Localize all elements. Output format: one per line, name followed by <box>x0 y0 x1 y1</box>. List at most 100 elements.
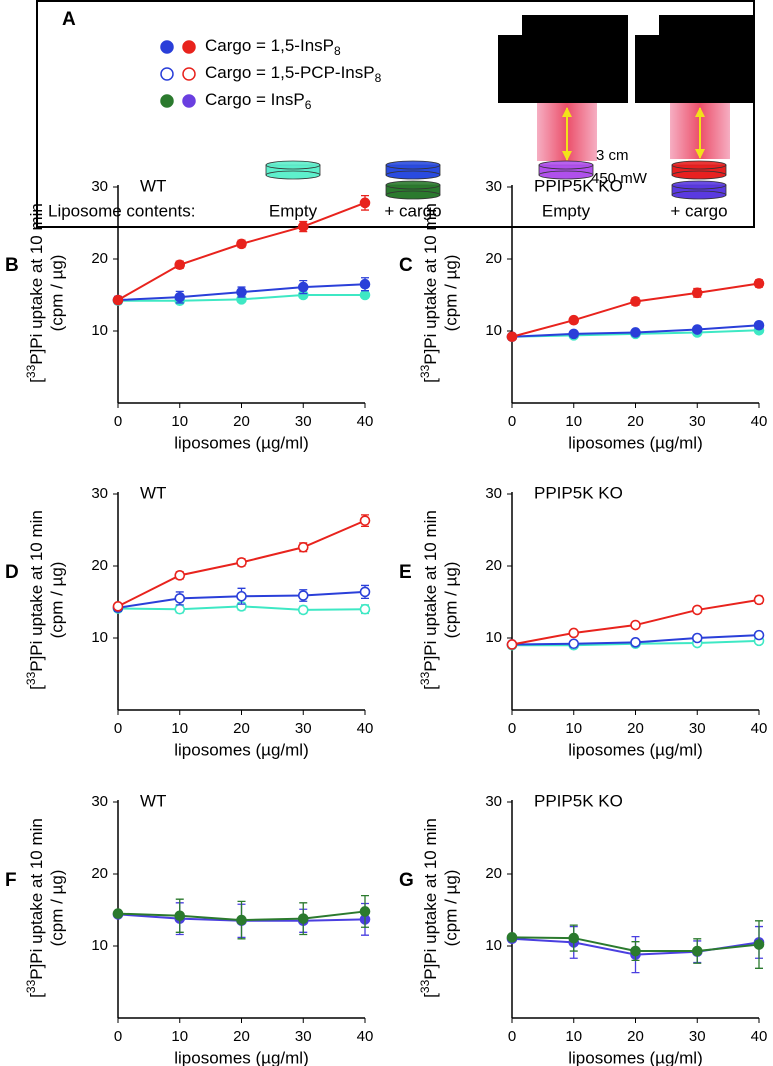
y-tick-label: 20 <box>91 557 108 574</box>
x-tick-label: 40 <box>751 720 768 737</box>
y-axis-label: (cpm / µg) <box>441 255 460 332</box>
liposome-disc <box>385 160 441 170</box>
data-point <box>174 570 186 581</box>
x-tick-label: 40 <box>751 413 768 430</box>
data-point <box>753 319 765 331</box>
y-axis-label: [33P]Pi uptake at 10 min <box>418 818 440 998</box>
data-point <box>174 910 186 922</box>
distance-label: 3 cm <box>596 147 629 164</box>
data-point <box>297 604 309 616</box>
data-point <box>630 637 641 648</box>
chart-title: PPIP5K KO <box>534 483 623 502</box>
y-axis-label: (cpm / µg) <box>47 562 66 639</box>
y-tick-label: 10 <box>91 937 108 954</box>
y-label-part: P]Pi uptake at 10 min <box>27 203 46 365</box>
data-point <box>174 259 186 271</box>
legend-marker <box>182 67 196 81</box>
panel-letter: E <box>399 562 412 583</box>
panel-letter: B <box>5 255 19 276</box>
legend-sub: 8 <box>375 71 382 85</box>
x-axis-label: liposomes (µg/ml) <box>568 1048 703 1066</box>
y-label-sup: 33 <box>24 671 38 685</box>
light-source <box>498 15 628 103</box>
y-tick-label: 20 <box>91 865 108 882</box>
y-label-part: P]Pi uptake at 10 min <box>27 818 46 980</box>
y-label-part: [ <box>421 993 440 998</box>
legend-text: Cargo = InsP <box>205 90 305 109</box>
data-point <box>359 197 371 209</box>
data-point <box>753 939 765 950</box>
y-label-part: P]Pi uptake at 10 min <box>421 203 440 365</box>
y-tick-label: 10 <box>485 322 502 339</box>
y-axis-label: (cpm / µg) <box>47 870 66 947</box>
x-tick-label: 20 <box>627 1028 644 1045</box>
x-axis-label: liposomes (µg/ml) <box>568 433 703 452</box>
data-point <box>359 586 371 598</box>
x-tick-label: 10 <box>171 1028 188 1045</box>
light-source <box>635 15 753 103</box>
contents-item: + cargo <box>670 201 727 220</box>
data-point <box>297 281 309 293</box>
y-tick-label: 20 <box>485 557 502 574</box>
data-point <box>359 515 371 526</box>
data-point <box>236 914 247 926</box>
y-axis-label: [33P]Pi uptake at 10 min <box>418 510 440 690</box>
contents-item: + cargo <box>384 201 441 220</box>
data-point <box>236 590 247 602</box>
y-label-sup: 33 <box>24 979 38 993</box>
data-point <box>691 324 703 335</box>
chart-title: WT <box>140 483 166 502</box>
data-point <box>753 278 765 289</box>
data-point <box>506 331 518 343</box>
data-point <box>359 906 371 917</box>
liposome-disc <box>671 180 727 190</box>
y-axis-label: (cpm / µg) <box>47 255 66 332</box>
x-tick-label: 40 <box>751 1028 768 1045</box>
y-label-part: [ <box>27 378 46 383</box>
data-point <box>691 287 703 299</box>
x-tick-label: 10 <box>171 720 188 737</box>
y-axis-label: [33P]Pi uptake at 10 min <box>24 203 46 383</box>
liposome-disc <box>671 160 727 170</box>
data-point <box>359 289 371 301</box>
chart-title: WT <box>140 176 166 195</box>
data-point <box>236 557 247 568</box>
panel-letter: A <box>62 9 76 30</box>
x-tick-label: 20 <box>233 413 250 430</box>
legend-sub: 6 <box>305 98 312 112</box>
x-axis-label: liposomes (µg/ml) <box>174 1048 309 1066</box>
legend-text: Cargo = 1,5-PCP-InsP <box>205 63 375 82</box>
data-point <box>691 632 703 644</box>
y-tick-label: 20 <box>485 250 502 267</box>
data-point <box>568 314 580 326</box>
y-tick-label: 30 <box>91 485 108 502</box>
chart-title: PPIP5K KO <box>534 176 623 195</box>
data-point <box>568 638 580 650</box>
data-point <box>112 908 124 919</box>
x-tick-label: 0 <box>508 1028 516 1045</box>
y-axis-label: (cpm / µg) <box>441 870 460 947</box>
x-tick-label: 40 <box>357 720 374 737</box>
chart-title: WT <box>140 791 166 810</box>
x-tick-label: 30 <box>295 413 312 430</box>
x-tick-label: 30 <box>689 413 706 430</box>
y-label-part: [ <box>27 685 46 690</box>
y-tick-label: 30 <box>91 178 108 195</box>
liposome-disc <box>538 160 594 170</box>
x-tick-label: 10 <box>565 720 582 737</box>
y-label-part: P]Pi uptake at 10 min <box>421 510 440 672</box>
data-point <box>297 541 309 553</box>
y-label-sup: 33 <box>418 979 432 993</box>
x-tick-label: 40 <box>357 413 374 430</box>
data-point <box>568 932 580 944</box>
legend-text: Cargo = 1,5-InsP <box>205 36 334 55</box>
y-label-part: P]Pi uptake at 10 min <box>421 818 440 980</box>
y-tick-label: 10 <box>91 629 108 646</box>
data-point <box>630 619 641 631</box>
liposome-disc <box>265 170 321 180</box>
y-tick-label: 10 <box>485 937 502 954</box>
data-point <box>174 593 186 604</box>
y-axis-label: [33P]Pi uptake at 10 min <box>24 510 46 690</box>
contents-item: Empty <box>542 201 591 220</box>
